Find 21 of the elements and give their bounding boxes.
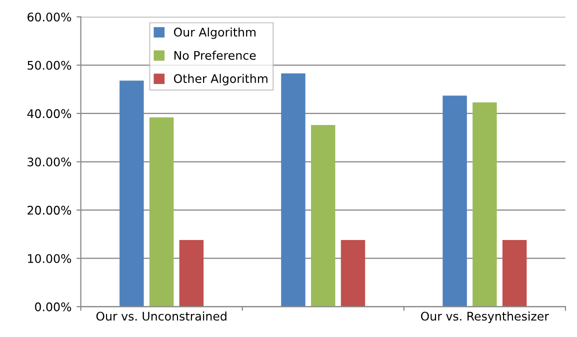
bar [340,240,366,307]
x-tick-label: Our vs. Resynthesizer [420,312,550,323]
y-tick-label: 0.00% [35,302,72,312]
y-tick-label: 20.00% [28,206,72,215]
bar [472,102,497,307]
bar [149,117,174,307]
x-tick-label: Our vs. Unconstrained [96,312,226,321]
bar [502,240,527,307]
y-tick-label: 40.00% [27,109,72,118]
bar [311,125,336,307]
y-tick-label: 30.00% [28,157,72,166]
y-tick-label: 10.00% [28,254,72,264]
y-tick-label: 60.00% [28,12,72,22]
y-tick-label: 50.00% [28,60,72,70]
bar [281,73,306,307]
bar [120,80,144,307]
bar [442,96,467,307]
bar [179,240,204,307]
legend-label: Other Algorithm [174,74,268,86]
legend-label: No Preference [174,50,256,60]
legend-label: Our Algorithm [174,27,256,39]
